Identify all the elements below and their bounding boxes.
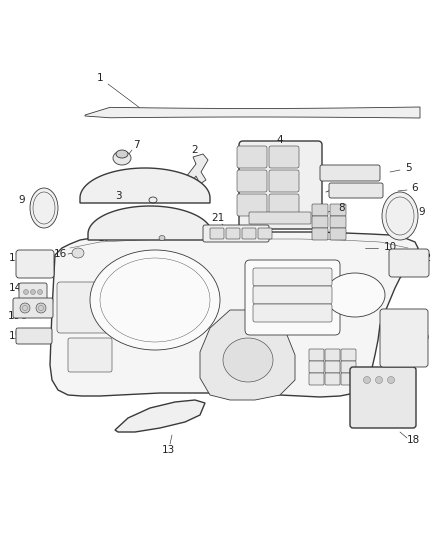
Text: 13: 13 [161, 445, 175, 455]
Text: 12: 12 [418, 253, 431, 263]
FancyBboxPatch shape [309, 361, 324, 373]
FancyBboxPatch shape [253, 304, 332, 322]
FancyBboxPatch shape [341, 373, 356, 385]
FancyBboxPatch shape [312, 216, 328, 228]
Ellipse shape [30, 188, 58, 228]
FancyBboxPatch shape [258, 228, 272, 239]
Text: 8: 8 [339, 203, 345, 213]
Polygon shape [88, 206, 212, 240]
Text: 17: 17 [97, 233, 111, 243]
FancyBboxPatch shape [312, 228, 328, 240]
Ellipse shape [113, 151, 131, 165]
FancyBboxPatch shape [380, 309, 428, 367]
Ellipse shape [36, 303, 46, 313]
Polygon shape [115, 400, 205, 432]
FancyBboxPatch shape [203, 225, 269, 242]
Polygon shape [200, 310, 295, 400]
Ellipse shape [24, 289, 28, 295]
Ellipse shape [72, 248, 84, 258]
FancyBboxPatch shape [269, 146, 299, 168]
Ellipse shape [90, 250, 220, 350]
FancyBboxPatch shape [210, 228, 224, 239]
FancyBboxPatch shape [325, 373, 340, 385]
FancyBboxPatch shape [57, 282, 118, 333]
Text: 5: 5 [405, 163, 411, 173]
Ellipse shape [364, 376, 371, 384]
FancyBboxPatch shape [253, 268, 332, 286]
Text: 7: 7 [133, 140, 139, 150]
Text: 18: 18 [406, 435, 420, 445]
FancyBboxPatch shape [330, 216, 346, 228]
FancyBboxPatch shape [325, 361, 340, 373]
Ellipse shape [38, 289, 42, 295]
FancyBboxPatch shape [389, 249, 429, 277]
Text: 9: 9 [419, 207, 425, 217]
FancyBboxPatch shape [350, 367, 416, 428]
FancyBboxPatch shape [19, 283, 47, 301]
FancyBboxPatch shape [226, 228, 240, 239]
Text: 4: 4 [277, 135, 283, 145]
FancyBboxPatch shape [237, 170, 267, 192]
FancyBboxPatch shape [325, 349, 340, 361]
FancyBboxPatch shape [330, 204, 346, 216]
FancyBboxPatch shape [320, 165, 380, 181]
Text: 2: 2 [192, 145, 198, 155]
FancyBboxPatch shape [245, 260, 340, 335]
Text: 16: 16 [53, 249, 67, 259]
Ellipse shape [20, 303, 30, 313]
Text: 10: 10 [383, 242, 396, 252]
FancyBboxPatch shape [237, 146, 267, 168]
FancyBboxPatch shape [242, 228, 256, 239]
Polygon shape [85, 107, 420, 118]
Ellipse shape [31, 289, 35, 295]
FancyBboxPatch shape [68, 338, 112, 372]
Text: 19: 19 [7, 311, 21, 321]
FancyBboxPatch shape [249, 212, 311, 224]
Polygon shape [186, 154, 208, 184]
Ellipse shape [159, 236, 165, 240]
FancyBboxPatch shape [13, 298, 53, 318]
Ellipse shape [325, 273, 385, 317]
FancyBboxPatch shape [237, 194, 267, 216]
Ellipse shape [382, 192, 418, 240]
Text: 6: 6 [412, 183, 418, 193]
FancyBboxPatch shape [269, 170, 299, 192]
Polygon shape [80, 168, 210, 203]
Ellipse shape [223, 338, 273, 382]
FancyBboxPatch shape [330, 228, 346, 240]
FancyBboxPatch shape [239, 141, 322, 229]
Ellipse shape [388, 376, 395, 384]
FancyBboxPatch shape [341, 349, 356, 361]
Ellipse shape [116, 150, 128, 158]
FancyBboxPatch shape [269, 194, 299, 216]
FancyBboxPatch shape [309, 349, 324, 361]
FancyBboxPatch shape [16, 328, 52, 344]
Text: 1: 1 [97, 73, 103, 83]
Text: 11: 11 [8, 253, 21, 263]
FancyBboxPatch shape [329, 183, 383, 198]
FancyBboxPatch shape [16, 250, 54, 278]
Text: 21: 21 [212, 213, 225, 223]
Polygon shape [50, 232, 418, 397]
Text: 20: 20 [417, 333, 430, 343]
Text: 14: 14 [8, 283, 21, 293]
FancyBboxPatch shape [312, 204, 328, 216]
Text: 3: 3 [115, 191, 121, 201]
Ellipse shape [375, 376, 382, 384]
FancyBboxPatch shape [253, 286, 332, 304]
FancyBboxPatch shape [309, 373, 324, 385]
FancyBboxPatch shape [341, 361, 356, 373]
Text: 15: 15 [8, 331, 21, 341]
Text: 9: 9 [19, 195, 25, 205]
